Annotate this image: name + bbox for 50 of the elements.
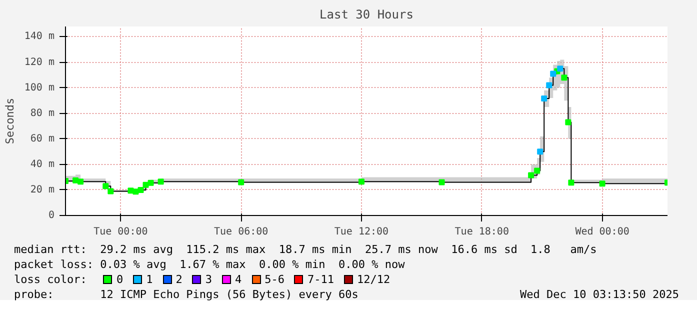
text: median rtt: 29.2 ms avg 115.2 ms max 18.7 ms min 25.7 ms now 16.6 ms sd 1.8 am/s [14, 243, 597, 256]
legend-label: 2 [176, 273, 182, 286]
legend-label: 4 [234, 273, 242, 286]
y-tick-label: 60 m [30, 133, 55, 144]
legend-label: 1 [146, 273, 153, 286]
point [358, 178, 364, 185]
point [108, 188, 114, 194]
text: packet loss: 0.03 % avg 1.67 % max 0.00 % min 0.00 % now [14, 258, 405, 271]
point [565, 119, 572, 126]
point [528, 172, 534, 178]
point [561, 74, 568, 81]
point [138, 186, 144, 193]
legend-title: loss color: [14, 273, 88, 286]
point [599, 180, 606, 187]
y-tick-label: 120 m [24, 56, 55, 68]
point [537, 148, 544, 155]
point [550, 70, 556, 77]
point [102, 183, 109, 190]
y-axis-title: Seconds [3, 98, 16, 144]
y-tick-label: 0 [48, 210, 55, 221]
y-tick-label: 40 m [30, 158, 55, 170]
point [568, 180, 574, 186]
text: Wed Dec 10 03:13:50 2025 [520, 288, 679, 302]
point [78, 178, 84, 185]
legend-label: 5-6 [264, 273, 284, 286]
legend-label: 7-11 [307, 273, 334, 286]
chart-title: Last 30 Hours [320, 8, 414, 22]
legend-label: 3 [205, 273, 212, 286]
legend-label: 0 [116, 273, 124, 286]
x-tick-label: Tue 12:00 [334, 226, 389, 238]
x-tick-label: Tue 00:00 [94, 226, 148, 238]
point [438, 179, 445, 186]
point [534, 168, 540, 174]
x-tick-label: Tue 18:00 [454, 226, 509, 238]
point [158, 178, 164, 185]
x-tick-label: Wed 00:00 [575, 226, 630, 238]
point [238, 179, 244, 186]
text: probe: 12 ICMP Echo Pings (56 Bytes) every 60s [14, 288, 358, 302]
point [142, 182, 149, 188]
point [546, 82, 552, 88]
point [557, 66, 564, 72]
point [541, 96, 548, 102]
point [148, 180, 154, 186]
y-tick-label: 80 m [30, 108, 55, 119]
x-tick-label: Tue 06:00 [214, 226, 268, 238]
y-tick-label: 20 m [30, 184, 55, 196]
y-tick-label: 100 m [24, 82, 55, 94]
y-tick-label: 140 m [24, 31, 55, 42]
point [132, 188, 139, 195]
legend-label: 12/12 [356, 273, 390, 286]
